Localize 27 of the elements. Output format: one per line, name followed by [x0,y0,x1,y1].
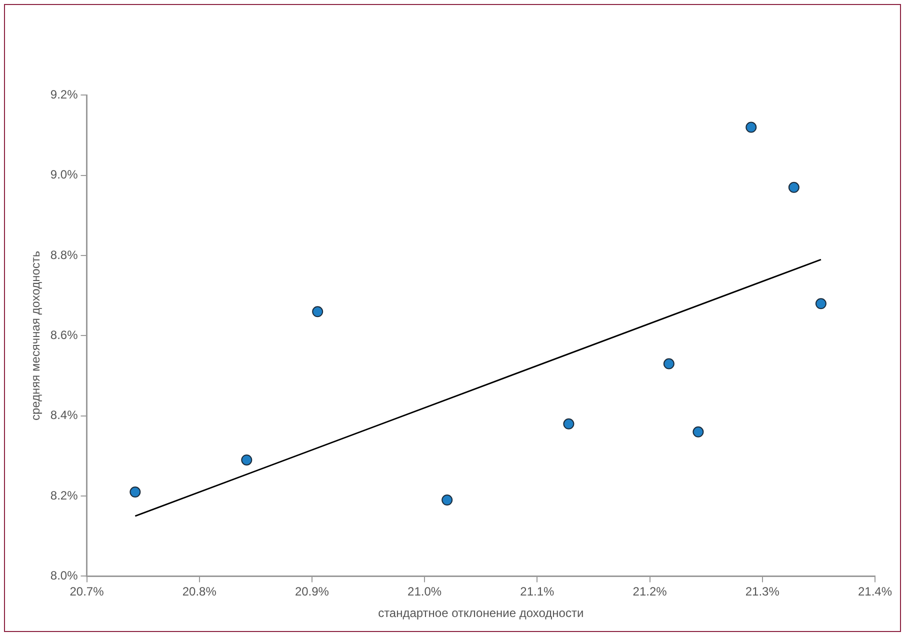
y-tick-label: 8.6% [50,328,78,342]
point [788,182,800,193]
x-tick-label: 20.9% [294,584,330,599]
y-tick-label: 9.0% [50,168,78,182]
point [130,486,141,498]
x-tick-label: 21.0% [408,584,442,599]
y-axis-title: средняя месячная доходность [28,250,43,421]
y-tick-label: 8.2% [50,488,78,502]
point [815,298,826,310]
x-tick-label: 21.2% [632,584,668,599]
point [312,306,324,318]
x-tick-label: 20.7% [70,584,104,599]
point [746,122,757,133]
x-tick-label: 21.4% [858,584,892,599]
x-tick-label: 21.1% [520,584,555,599]
point [563,418,574,430]
x-axis-title: стандартное отклонение доходности [378,606,584,620]
y-tick-label: 8.4% [50,408,78,422]
y-tick-label: 8.8% [50,248,78,262]
y-tick-label: 9.2% [50,88,78,102]
point [442,494,453,506]
point [663,358,674,370]
x-tick-label: 20.8% [182,584,217,599]
point [692,426,704,438]
x-tick-label: 21.3% [745,584,780,599]
point [241,454,252,466]
y-tick-label: 8.0% [50,568,78,583]
